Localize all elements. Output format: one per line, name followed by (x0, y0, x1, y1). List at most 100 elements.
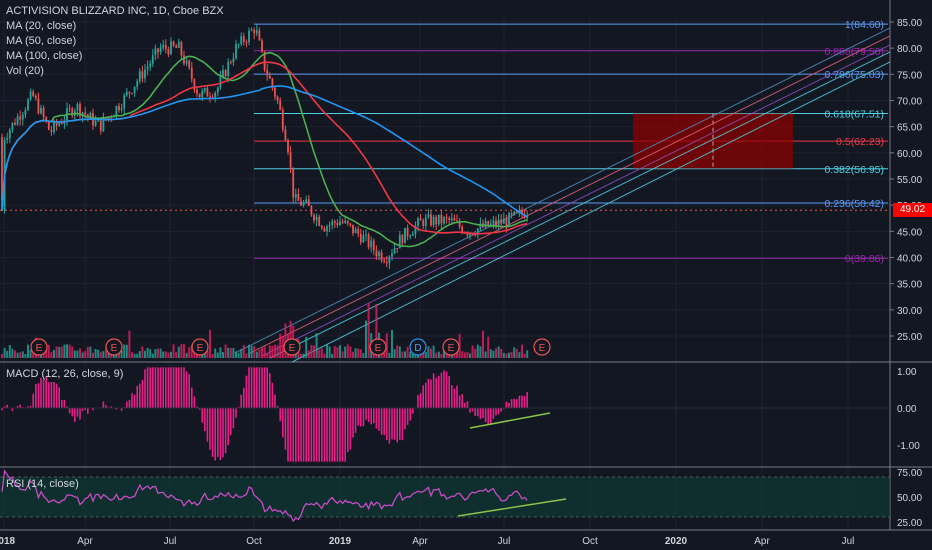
volume-bar (216, 352, 219, 358)
macd-bar (354, 408, 357, 433)
volume-bar (315, 333, 318, 358)
volume-bar (157, 348, 159, 358)
price-tick-label: 65.00 (897, 123, 922, 134)
macd-bar (193, 396, 196, 408)
candle-body (133, 86, 136, 94)
macd-bar (227, 408, 229, 446)
volume-bar (8, 344, 11, 358)
macd-bar (232, 408, 235, 429)
volume-bar (341, 351, 344, 358)
volume-bar (66, 344, 68, 358)
macd-bar (154, 367, 157, 408)
volume-bar (362, 353, 365, 358)
volume-bar (76, 350, 79, 358)
volume-bar (427, 346, 430, 358)
macd-bar (373, 408, 375, 424)
macd-bar (120, 408, 123, 411)
volume-bar (144, 350, 146, 358)
volume-bar (497, 346, 500, 358)
candle-body (430, 214, 432, 226)
macd-bar (42, 379, 45, 408)
macd-bar (344, 408, 346, 462)
macd-bar (128, 400, 131, 408)
candle-body (476, 228, 479, 235)
candle-body (510, 213, 513, 215)
macd-bar (248, 367, 250, 408)
macd-bar (204, 408, 206, 432)
volume-bar (430, 348, 432, 358)
candle-body (276, 96, 279, 101)
candle-body (172, 41, 175, 46)
volume-bar (255, 351, 258, 358)
macd-bar (458, 395, 461, 408)
volume-bar (279, 333, 282, 358)
macd-bar (180, 367, 183, 408)
candle-body (500, 219, 503, 224)
volume-bar (222, 352, 224, 358)
macd-bar (152, 367, 154, 408)
candle-body (86, 114, 89, 117)
volume-bar (253, 346, 256, 358)
macd-bar (196, 406, 198, 408)
ma100-legend[interactable]: MA (100, close) (6, 50, 83, 62)
candle-body (138, 71, 141, 82)
macd-bar (29, 405, 32, 408)
candle-body (29, 91, 32, 100)
volume-bar (162, 351, 165, 358)
candlestick-series (1, 24, 529, 270)
volume-bar (437, 351, 440, 358)
volume-bar (190, 345, 193, 358)
macd-bar (3, 406, 6, 408)
fib-level-label: 0.886(79.50) (824, 46, 884, 58)
price-tick-label: 85.00 (897, 18, 922, 29)
macd-bar (383, 408, 385, 435)
macd-bar (185, 371, 188, 408)
macd-bar (84, 408, 86, 411)
ma50-legend[interactable]: MA (50, close) (6, 35, 77, 47)
candle-body (437, 214, 440, 225)
volume-bar (424, 352, 427, 358)
candle-body (328, 224, 331, 227)
volume-bar (331, 353, 334, 358)
candle-body (258, 30, 261, 41)
rsi-legend-label[interactable]: RSI (14, close) (6, 478, 79, 490)
macd-bar (45, 375, 47, 408)
earnings-marker (369, 338, 387, 356)
volume-bar (89, 346, 92, 358)
macd-bar (224, 408, 227, 454)
candle-body (515, 211, 518, 213)
candle-body (484, 220, 487, 228)
candle-body (131, 93, 133, 95)
macd-bar (313, 408, 315, 462)
candle-body (448, 218, 451, 221)
volume-bar (310, 344, 313, 358)
macd-tick-label: -1.00 (897, 441, 920, 452)
volume-bar (471, 345, 474, 358)
earnings-marker (191, 338, 209, 356)
macd-legend-label[interactable]: MACD (12, 26, close, 9) (6, 368, 124, 380)
macd-bar (393, 408, 396, 440)
volume-bar (518, 352, 521, 358)
volume-bar (248, 344, 250, 358)
vol-legend[interactable]: Vol (20) (6, 65, 44, 77)
candle-body (60, 123, 63, 125)
macd-bar (217, 408, 219, 457)
volume-bar (521, 344, 523, 358)
candle-body (209, 96, 211, 98)
macd-divergence-line (469, 412, 551, 429)
macd-bar (87, 408, 89, 414)
candle-body (159, 47, 162, 53)
candle-body (21, 114, 24, 120)
macd-bar (191, 387, 193, 408)
macd-tick-label: 1.00 (897, 367, 917, 378)
volume-bar (523, 353, 526, 358)
volume-bar (63, 344, 66, 358)
candle-body (411, 234, 414, 236)
macd-bar (79, 408, 81, 420)
ma20-legend[interactable]: MA (20, close) (6, 20, 77, 32)
volume-bar (281, 335, 284, 358)
macd-bar (245, 375, 248, 408)
candle-body (419, 218, 422, 221)
volume-bar (263, 346, 266, 358)
